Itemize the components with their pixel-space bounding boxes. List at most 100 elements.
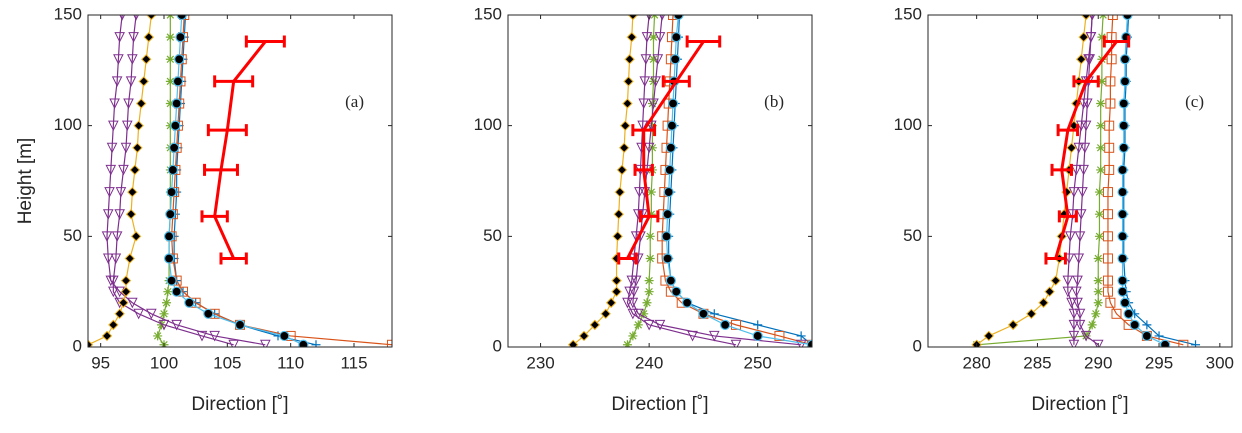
marker [1102, 253, 1113, 264]
marker [1096, 99, 1106, 109]
marker [709, 309, 719, 319]
marker [1078, 164, 1089, 176]
marker [1118, 98, 1129, 109]
marker [1118, 142, 1129, 153]
error-bar [219, 252, 248, 265]
marker [165, 209, 176, 220]
marker [648, 32, 658, 42]
marker [1105, 297, 1116, 308]
marker [620, 120, 631, 131]
marker [698, 308, 709, 319]
x-tick-label: 230 [526, 353, 554, 372]
marker [127, 54, 138, 65]
error-bar [206, 124, 248, 137]
x-tick-label: 285 [1023, 353, 1051, 372]
marker [1106, 54, 1117, 65]
marker [1007, 319, 1019, 331]
marker [1079, 142, 1091, 154]
marker [127, 186, 138, 198]
marker [1074, 319, 1086, 331]
marker [1118, 120, 1129, 131]
series-line [626, 15, 737, 346]
marker [143, 31, 155, 43]
marker [673, 15, 684, 21]
marker [1111, 308, 1122, 319]
marker [1119, 54, 1131, 65]
series-line [1123, 15, 1196, 346]
marker [114, 308, 125, 320]
series-line [112, 15, 234, 346]
x-tick-label: 110 [277, 353, 304, 372]
series-line [168, 15, 304, 346]
marker [1091, 309, 1101, 319]
marker [1093, 253, 1103, 263]
series-line [1121, 15, 1166, 346]
x-tick-label: 300 [1206, 353, 1234, 372]
marker [1142, 320, 1152, 330]
marker [643, 142, 655, 154]
marker [605, 297, 617, 308]
marker [298, 339, 309, 347]
marker [1064, 231, 1076, 242]
error-bar [200, 210, 229, 223]
series-line [661, 15, 812, 346]
y-tick-label: 150 [54, 4, 82, 23]
marker [1117, 186, 1128, 198]
plot-area [88, 15, 392, 347]
marker [1026, 308, 1037, 320]
marker [1074, 231, 1086, 242]
marker [165, 32, 175, 42]
marker [752, 330, 763, 342]
error-bar [244, 35, 286, 48]
marker [623, 76, 634, 87]
marker [806, 339, 812, 347]
marker [128, 32, 139, 43]
y-tick-label: 0 [73, 336, 82, 355]
marker [184, 297, 195, 308]
marker [146, 15, 157, 21]
marker [127, 297, 138, 309]
marker [115, 187, 127, 198]
series-line [976, 15, 1104, 346]
x-tick-label: 250 [744, 353, 772, 372]
marker [203, 308, 214, 319]
marker [627, 297, 639, 309]
marker [614, 186, 626, 198]
marker [618, 142, 630, 154]
marker [1038, 297, 1049, 308]
marker [654, 32, 666, 43]
marker [179, 15, 190, 20]
error-bar [661, 75, 691, 88]
marker [1068, 319, 1080, 331]
marker [1087, 320, 1097, 330]
marker [645, 253, 655, 263]
marker [1080, 330, 1092, 342]
marker [163, 287, 173, 297]
marker [652, 54, 664, 65]
marker [132, 142, 143, 154]
marker [1094, 231, 1104, 241]
marker [123, 98, 134, 110]
marker [613, 208, 624, 220]
marker [1119, 76, 1131, 87]
marker [671, 286, 682, 297]
marker [166, 186, 177, 198]
marker [1050, 275, 1061, 286]
marker [983, 330, 995, 342]
marker [102, 253, 114, 265]
x-tick-label: 115 [340, 353, 367, 372]
series-line [1075, 15, 1099, 346]
marker [578, 330, 590, 342]
measured-line [626, 40, 705, 260]
marker [720, 319, 731, 330]
marker [589, 319, 601, 331]
y-tick-label: 0 [913, 336, 922, 355]
plot-area [971, 15, 1201, 347]
marker [120, 142, 132, 154]
y-tick-label: 150 [894, 4, 922, 23]
panel-label: (a) [345, 92, 364, 111]
marker [682, 297, 693, 308]
x-axis-label: Direction [˚] [611, 394, 708, 415]
marker [163, 231, 175, 242]
